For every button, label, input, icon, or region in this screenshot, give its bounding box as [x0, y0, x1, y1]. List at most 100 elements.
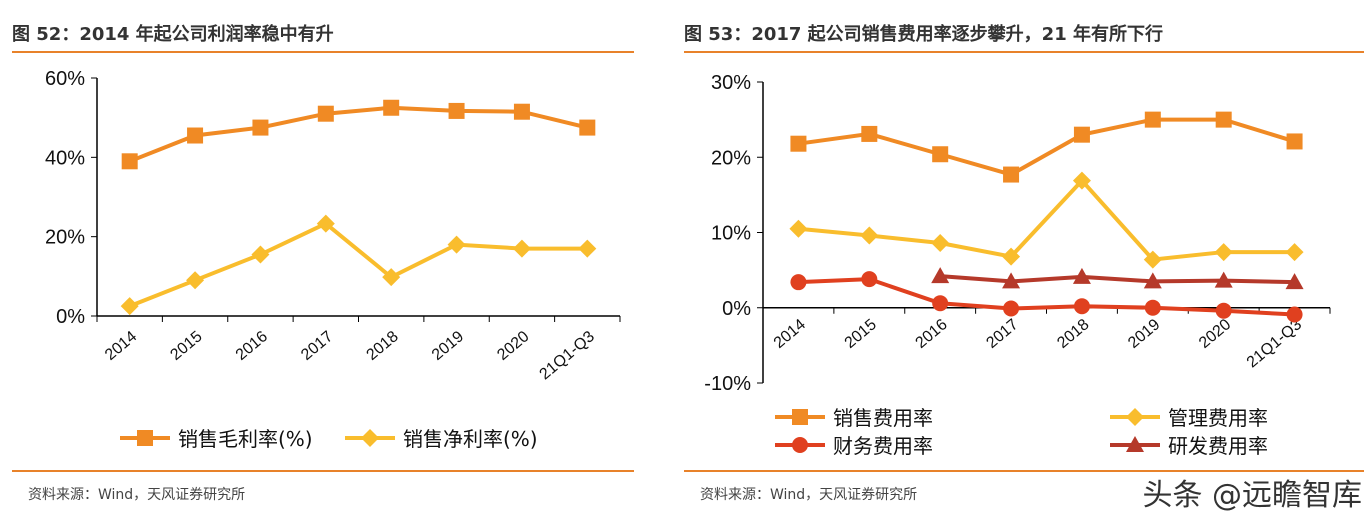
data-point	[1144, 299, 1161, 316]
y-tick-label: 60%	[45, 68, 85, 90]
y-tick-label: -10%	[704, 373, 751, 395]
data-point	[448, 102, 465, 119]
legend-label: 研发费用率	[1168, 434, 1268, 458]
y-tick-label: 30%	[711, 72, 751, 94]
data-point	[1002, 272, 1021, 289]
x-tick-label: 2016	[233, 328, 271, 364]
data-point	[251, 245, 270, 264]
y-tick-label: 0%	[56, 306, 85, 328]
data-point	[1143, 272, 1162, 289]
footer-rule	[684, 470, 1364, 472]
y-tick-label: 10%	[711, 223, 751, 245]
legend-label: 销售毛利率(%)	[178, 427, 313, 451]
data-point	[1143, 250, 1162, 269]
data-point	[382, 268, 401, 287]
data-point	[1286, 133, 1303, 150]
series-line	[128, 105, 588, 164]
data-point	[121, 153, 138, 170]
y-tick-label: 20%	[711, 147, 751, 169]
data-point	[1073, 126, 1090, 143]
x-tick-label: 2017	[983, 316, 1021, 352]
x-tick-label: 2018	[364, 328, 402, 364]
legend-marker	[792, 437, 808, 453]
data-point	[1144, 111, 1161, 128]
legend-marker	[137, 430, 153, 446]
series-line	[940, 274, 1295, 285]
x-tick-label: 2014	[102, 328, 140, 364]
series-line	[128, 221, 588, 308]
data-point	[316, 214, 335, 233]
x-tick-label: 2020	[1196, 316, 1234, 352]
data-point	[1215, 302, 1232, 319]
panel-left: 图 52：2014 年起公司利润率稳中有升 资料来源：Wind，天风证券研究所	[0, 0, 640, 520]
x-tick-label: 2015	[167, 328, 205, 364]
legend-label: 财务费用率	[833, 434, 933, 458]
data-point	[1215, 111, 1232, 128]
data-point	[1214, 243, 1233, 262]
data-point	[579, 119, 596, 136]
y-tick-label: 20%	[45, 227, 85, 249]
data-point	[512, 239, 531, 258]
data-point	[252, 119, 269, 136]
data-point	[790, 135, 807, 152]
data-point	[932, 146, 949, 163]
data-point	[447, 235, 466, 254]
data-point	[1072, 267, 1091, 284]
data-point	[789, 219, 808, 238]
data-point	[1002, 247, 1021, 266]
legend-marker	[1126, 436, 1144, 452]
title-rule	[684, 51, 1364, 53]
data-point	[932, 295, 949, 312]
footer-rule	[12, 470, 634, 472]
x-tick-label: 2019	[429, 328, 467, 364]
series-line	[798, 277, 1295, 317]
x-tick-label: 2020	[494, 328, 532, 364]
data-point	[187, 127, 204, 144]
data-point	[1003, 166, 1020, 183]
data-point	[578, 239, 597, 258]
x-tick-label: 2019	[1125, 316, 1163, 352]
x-tick-label: 2016	[913, 316, 951, 352]
data-point	[1285, 243, 1304, 262]
data-point	[1214, 271, 1233, 288]
data-point	[513, 103, 530, 120]
x-tick-label: 2017	[298, 328, 336, 364]
x-tick-label: 2014	[771, 316, 809, 352]
legend-label: 销售费用率	[833, 406, 933, 430]
chart-title: 图 52：2014 年起公司利润率稳中有升	[12, 24, 334, 45]
data-point	[186, 271, 205, 290]
data-point	[1286, 306, 1303, 323]
data-point	[1003, 300, 1020, 317]
source-note: 资料来源：Wind，天风证券研究所	[700, 487, 918, 503]
data-point	[860, 226, 879, 245]
legend-label: 销售净利率(%)	[403, 427, 538, 451]
data-point	[861, 271, 878, 288]
x-tick-label: 2015	[842, 316, 880, 352]
x-tick-label: 2018	[1054, 316, 1092, 352]
data-point	[383, 99, 400, 116]
y-tick-label: 40%	[45, 147, 85, 169]
title-rule	[12, 51, 634, 53]
legend-marker	[361, 429, 379, 447]
data-point	[317, 105, 334, 122]
series-line	[798, 177, 1295, 262]
legend-marker	[792, 409, 808, 425]
data-point	[1073, 298, 1090, 315]
data-point	[1072, 171, 1091, 190]
panel-right: 图 53：2017 起公司销售费用率逐步攀升，21 年有所下行 资料来源：Win…	[672, 0, 1372, 520]
data-point	[861, 125, 878, 142]
series-line	[798, 117, 1296, 177]
data-point	[790, 274, 807, 291]
chart-title: 图 53：2017 起公司销售费用率逐步攀升，21 年有所下行	[684, 24, 1163, 45]
data-point	[1285, 273, 1304, 290]
x-tick-label: 21Q1-Q3	[1244, 316, 1305, 371]
legend-marker	[1126, 408, 1144, 426]
source-note: 资料来源：Wind，天风证券研究所	[28, 487, 246, 503]
legend-label: 管理费用率	[1168, 406, 1268, 430]
watermark: 头条 @远瞻智库	[1142, 478, 1362, 513]
data-point	[931, 267, 950, 284]
y-tick-label: 0%	[722, 298, 751, 320]
data-point	[120, 297, 139, 316]
data-point	[931, 234, 950, 253]
